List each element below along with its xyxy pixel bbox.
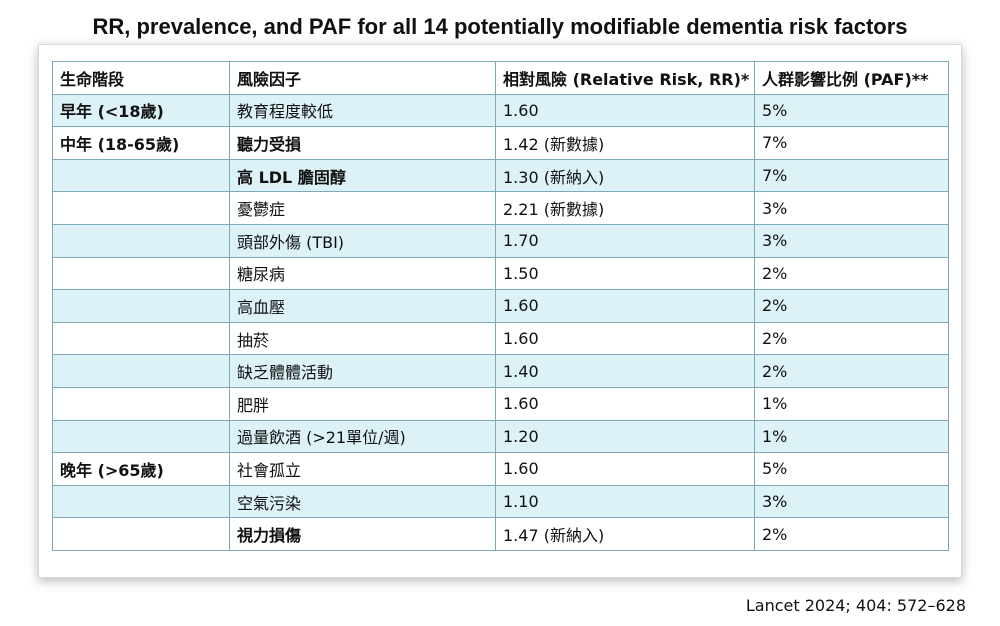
cell-stage xyxy=(52,191,230,225)
cell-rr: 1.47 (新納入) xyxy=(495,517,755,551)
cell-paf: 2% xyxy=(754,321,949,356)
cell-rr: 1.42 (新數據) xyxy=(495,126,755,160)
cell-factor: 視力損傷 xyxy=(229,517,496,551)
header-paf: 人群影響比例 (PAF)** xyxy=(754,61,949,95)
cell-stage xyxy=(52,158,230,193)
table-row: 抽菸 1.60 2% xyxy=(52,321,949,356)
cell-rr: 2.21 (新數據) xyxy=(495,191,755,225)
page-title: RR, prevalence, and PAF for all 14 poten… xyxy=(92,14,908,39)
cell-rr: 1.10 xyxy=(495,484,755,519)
cell-rr: 1.20 xyxy=(495,419,755,454)
risk-factor-table: 生命階段 風險因子 相對風險 (Relative Risk, RR)* 人群影響… xyxy=(52,61,949,551)
cell-factor: 教育程度較低 xyxy=(229,93,496,128)
cell-paf: 2% xyxy=(754,256,949,291)
header-life-stage: 生命階段 xyxy=(52,61,230,95)
table-row: 視力損傷 1.47 (新納入) 2% xyxy=(52,517,949,551)
cell-rr: 1.60 xyxy=(495,321,755,356)
table-row: 晚年 (>65歲) 社會孤立 1.60 5% xyxy=(52,452,949,486)
cell-paf: 5% xyxy=(754,93,949,128)
table-row: 空氣污染 1.10 3% xyxy=(52,484,949,519)
cell-paf: 2% xyxy=(754,289,949,323)
table-row: 高血壓 1.60 2% xyxy=(52,289,949,323)
cell-factor: 肥胖 xyxy=(229,386,496,421)
table-row: 憂鬱症 2.21 (新數據) 3% xyxy=(52,191,949,225)
table-row: 肥胖 1.60 1% xyxy=(52,386,949,421)
cell-stage xyxy=(52,484,230,519)
cell-factor: 頭部外傷 (TBI) xyxy=(229,223,496,258)
cell-rr: 1.40 xyxy=(495,354,755,388)
header-relative-risk: 相對風險 (Relative Risk, RR)* xyxy=(495,61,755,95)
cell-paf: 7% xyxy=(754,158,949,193)
cell-factor: 糖尿病 xyxy=(229,256,496,291)
cell-paf: 1% xyxy=(754,386,949,421)
cell-paf: 1% xyxy=(754,419,949,454)
table-row: 糖尿病 1.50 2% xyxy=(52,256,949,291)
cell-stage xyxy=(52,321,230,356)
cell-rr: 1.60 xyxy=(495,93,755,128)
cell-factor: 抽菸 xyxy=(229,321,496,356)
cell-rr: 1.60 xyxy=(495,452,755,486)
cell-stage xyxy=(52,419,230,454)
cell-factor: 過量飲酒 (>21單位/週) xyxy=(229,419,496,454)
cell-paf: 2% xyxy=(754,354,949,388)
header-risk-factor: 風險因子 xyxy=(229,61,496,95)
cell-paf: 2% xyxy=(754,517,949,551)
cell-rr: 1.70 xyxy=(495,223,755,258)
cell-rr: 1.30 (新納入) xyxy=(495,158,755,193)
cell-factor: 缺乏體體活動 xyxy=(229,354,496,388)
cell-rr: 1.50 xyxy=(495,256,755,291)
cell-factor: 社會孤立 xyxy=(229,452,496,486)
cell-paf: 3% xyxy=(754,223,949,258)
cell-paf: 7% xyxy=(754,126,949,160)
cell-paf: 5% xyxy=(754,452,949,486)
cell-stage xyxy=(52,256,230,291)
table-card: 生命階段 風險因子 相對風險 (Relative Risk, RR)* 人群影響… xyxy=(38,44,962,578)
table-row: 頭部外傷 (TBI) 1.70 3% xyxy=(52,223,949,258)
cell-paf: 3% xyxy=(754,484,949,519)
cell-factor: 高血壓 xyxy=(229,289,496,323)
cell-rr: 1.60 xyxy=(495,289,755,323)
cell-paf: 3% xyxy=(754,191,949,225)
cell-stage xyxy=(52,354,230,388)
cell-stage xyxy=(52,517,230,551)
cell-stage: 早年 (<18歲) xyxy=(52,93,230,128)
table-row: 缺乏體體活動 1.40 2% xyxy=(52,354,949,388)
cell-stage: 中年 (18-65歲) xyxy=(52,126,230,160)
cell-factor: 憂鬱症 xyxy=(229,191,496,225)
cell-factor: 高 LDL 膽固醇 xyxy=(229,158,496,193)
table-header-row: 生命階段 風險因子 相對風險 (Relative Risk, RR)* 人群影響… xyxy=(52,61,949,95)
table-row: 中年 (18-65歲) 聽力受損 1.42 (新數據) 7% xyxy=(52,126,949,160)
cell-stage xyxy=(52,289,230,323)
cell-factor: 聽力受損 xyxy=(229,126,496,160)
cell-stage xyxy=(52,223,230,258)
table-row: 過量飲酒 (>21單位/週) 1.20 1% xyxy=(52,419,949,454)
table-row: 高 LDL 膽固醇 1.30 (新納入) 7% xyxy=(52,158,949,193)
table-row: 早年 (<18歲) 教育程度較低 1.60 5% xyxy=(52,93,949,128)
cell-stage: 晚年 (>65歲) xyxy=(52,452,230,486)
citation: Lancet 2024; 404: 572–628 xyxy=(745,596,966,615)
cell-rr: 1.60 xyxy=(495,386,755,421)
cell-factor: 空氣污染 xyxy=(229,484,496,519)
cell-stage xyxy=(52,386,230,421)
